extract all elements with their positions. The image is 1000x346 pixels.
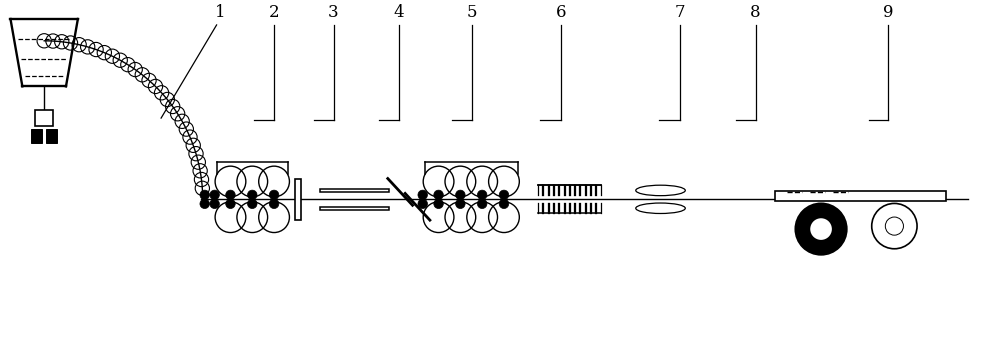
Bar <box>31 129 42 143</box>
Circle shape <box>810 218 832 240</box>
Circle shape <box>499 190 509 200</box>
Text: 1: 1 <box>215 4 226 21</box>
Ellipse shape <box>636 185 685 195</box>
Circle shape <box>477 199 487 209</box>
Circle shape <box>477 190 487 200</box>
Circle shape <box>434 190 443 200</box>
Bar <box>35 110 53 126</box>
Circle shape <box>210 199 219 209</box>
Circle shape <box>456 190 465 200</box>
Text: 6: 6 <box>556 4 567 21</box>
Bar <box>320 207 389 210</box>
Circle shape <box>269 199 279 209</box>
Circle shape <box>269 190 279 200</box>
Bar <box>46 129 57 143</box>
Text: 4: 4 <box>394 4 404 21</box>
Text: 3: 3 <box>328 4 339 21</box>
Bar <box>295 179 301 220</box>
Circle shape <box>210 190 219 200</box>
Bar <box>320 189 389 192</box>
Text: 2: 2 <box>269 4 279 21</box>
Circle shape <box>456 199 465 209</box>
Circle shape <box>200 199 209 209</box>
Circle shape <box>200 190 209 200</box>
Circle shape <box>248 190 257 200</box>
Circle shape <box>434 199 443 209</box>
Text: 7: 7 <box>675 4 686 21</box>
Circle shape <box>248 199 257 209</box>
Circle shape <box>499 199 509 209</box>
Bar <box>775 191 946 201</box>
Text: 9: 9 <box>883 4 894 21</box>
Circle shape <box>226 199 235 209</box>
Circle shape <box>885 217 903 235</box>
Text: 5: 5 <box>467 4 478 21</box>
Circle shape <box>795 203 847 255</box>
Circle shape <box>418 190 427 200</box>
Circle shape <box>418 199 427 209</box>
Text: 8: 8 <box>750 4 761 21</box>
Ellipse shape <box>636 203 685 213</box>
Circle shape <box>226 190 235 200</box>
